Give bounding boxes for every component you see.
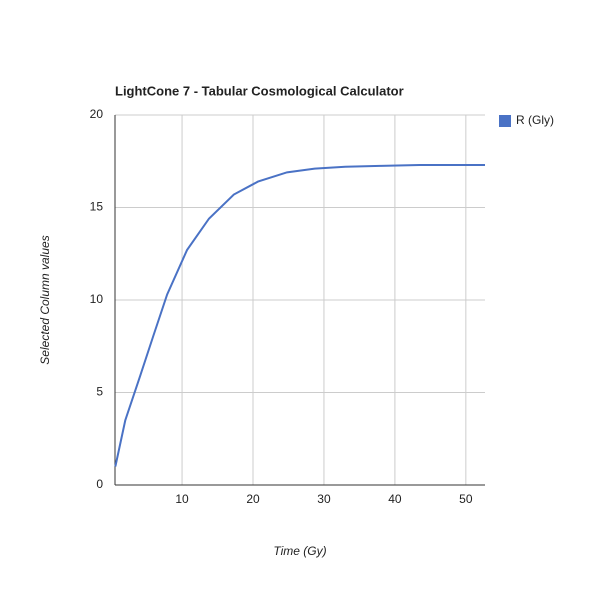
x-axis-title: Time (Gy)	[273, 544, 326, 558]
data-line	[114, 163, 485, 467]
y-tick-label: 0	[96, 477, 103, 491]
x-tick-label: 30	[317, 492, 331, 506]
y-tick-label: 15	[90, 200, 104, 214]
legend-label: R (Gly)	[516, 113, 554, 127]
x-tick-label: 10	[175, 492, 189, 506]
y-axis-title: Selected Column values	[38, 235, 52, 364]
x-tick-label: 50	[459, 492, 473, 506]
chart-title: LightCone 7 - Tabular Cosmological Calcu…	[115, 83, 404, 98]
legend-swatch	[499, 115, 511, 127]
x-tick-label: 20	[246, 492, 260, 506]
x-tick-label: 40	[388, 492, 402, 506]
y-tick-label: 20	[90, 107, 104, 121]
y-tick-label: 5	[96, 385, 103, 399]
y-tick-label: 10	[90, 292, 104, 306]
